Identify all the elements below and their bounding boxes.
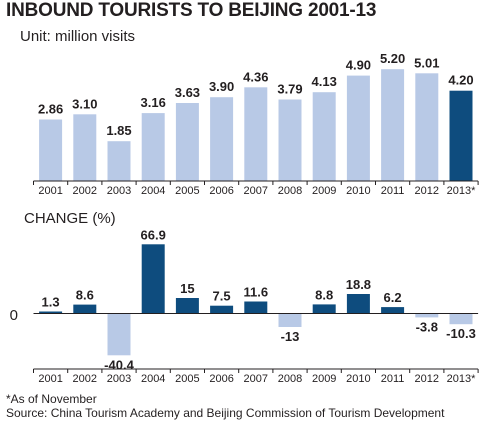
tourist-bar-2003 [107,141,131,181]
change-year-label: 2009 [312,373,336,385]
change-value-label: 18.8 [346,277,371,292]
tourist-year-label: 2010 [346,185,370,197]
change-year-label: 2010 [346,373,370,385]
chart-title: INBOUND TOURISTS TO BEIJING 2001-13 [6,0,377,21]
tourist-value-label: 3.63 [175,85,200,100]
tourist-bar-2011 [381,69,405,181]
change-year-label: 2005 [175,373,199,385]
tourist-value-label: 5.01 [414,55,439,70]
unit-label: Unit: million visits [20,28,136,45]
change-bar-2006 [210,305,234,314]
change-year-label: 2006 [209,373,233,385]
change-bar-2005 [175,298,199,314]
source-note: Source: China Tourism Academy and Beijin… [6,406,445,420]
tourist-year-label: 2007 [244,185,268,197]
tourist-bar-2009 [312,92,336,181]
tourist-value-label: 3.79 [277,82,302,97]
tourists-bar-chart: 2.86 2001 3.10 2002 1.85 2003 3.16 2004 3.63 2005… [33,51,479,197]
change-year-label: 2004 [141,373,165,385]
change-bar-2002 [73,304,97,314]
change-value-label: 1.3 [42,295,60,310]
tourist-bar-2008 [278,99,302,181]
change-bar-2011 [381,307,405,314]
tourist-year-label: 2009 [312,185,336,197]
change-value-label: 8.8 [315,287,333,302]
tourist-year-label: 2006 [209,185,233,197]
change-year-label: 2013* [447,373,476,385]
change-bar-2008 [278,313,302,327]
tourist-value-label: 5.20 [380,51,405,66]
tourist-year-label: 2001 [38,185,62,197]
change-bar-2012 [415,313,439,318]
tourist-bar-2002 [73,114,97,181]
tourist-year-label: 2008 [278,185,302,197]
tourist-bar-2005 [175,103,199,181]
tourist-year-label: 2004 [141,185,165,197]
footnote-november: *As of November [6,392,97,406]
tourist-bar-2012 [415,73,439,181]
tourist-value-label: 2.86 [38,102,63,117]
tourist-year-label: 2012 [415,185,439,197]
change-year-label: 2007 [244,373,268,385]
tourist-bar-2006 [210,97,234,181]
tourist-bar-2013* [449,90,473,181]
change-value-label: -40.4 [104,357,134,372]
tourist-value-label: 4.13 [312,74,337,89]
change-bar-2003 [107,313,131,356]
change-value-label: 6.2 [384,290,402,305]
tourist-year-label: 2002 [73,185,97,197]
change-value-label: 15 [180,281,194,296]
tourist-bar-2001 [39,119,63,181]
change-year-label: 2002 [73,373,97,385]
change-value-label: 66.9 [141,227,166,242]
change-value-label: 8.6 [76,288,94,303]
tourist-value-label: 4.90 [346,58,371,73]
tourist-year-label: 2011 [381,185,405,197]
tourist-value-label: 3.90 [209,79,234,94]
change-chart-title: CHANGE (%) [24,210,116,227]
change-value-label: -3.8 [416,319,438,334]
change-year-label: 2008 [278,373,302,385]
change-bar-2007 [244,301,268,314]
change-value-label: 11.6 [244,285,269,300]
tourist-value-label: 1.85 [106,123,131,138]
tourist-year-label: 2005 [175,185,199,197]
change-year-label: 2001 [38,373,62,385]
tourist-value-label: 3.10 [72,96,97,111]
change-bar-2013* [449,313,473,325]
tourist-bar-2007 [244,87,268,181]
tourist-year-label: 2013* [447,185,476,197]
change-year-label: 2011 [381,373,405,385]
change-bar-2009 [312,304,336,314]
change-year-label: 2012 [415,373,439,385]
change-year-label: 2003 [107,373,131,385]
change-bar-2001 [39,311,63,314]
tourist-bar-2004 [141,113,165,181]
tourist-bar-2010 [346,75,370,181]
tourist-value-label: 4.20 [448,73,473,88]
zero-axis-label: 0 [10,307,18,324]
change-value-label: 7.5 [213,289,231,304]
change-bar-2010 [346,294,370,314]
tourist-value-label: 4.36 [243,69,268,84]
change-value-label: -10.3 [446,326,476,341]
change-value-label: -13 [281,329,300,344]
tourist-value-label: 3.16 [141,95,166,110]
change-bar-2004 [141,244,165,314]
tourist-year-label: 2003 [107,185,131,197]
